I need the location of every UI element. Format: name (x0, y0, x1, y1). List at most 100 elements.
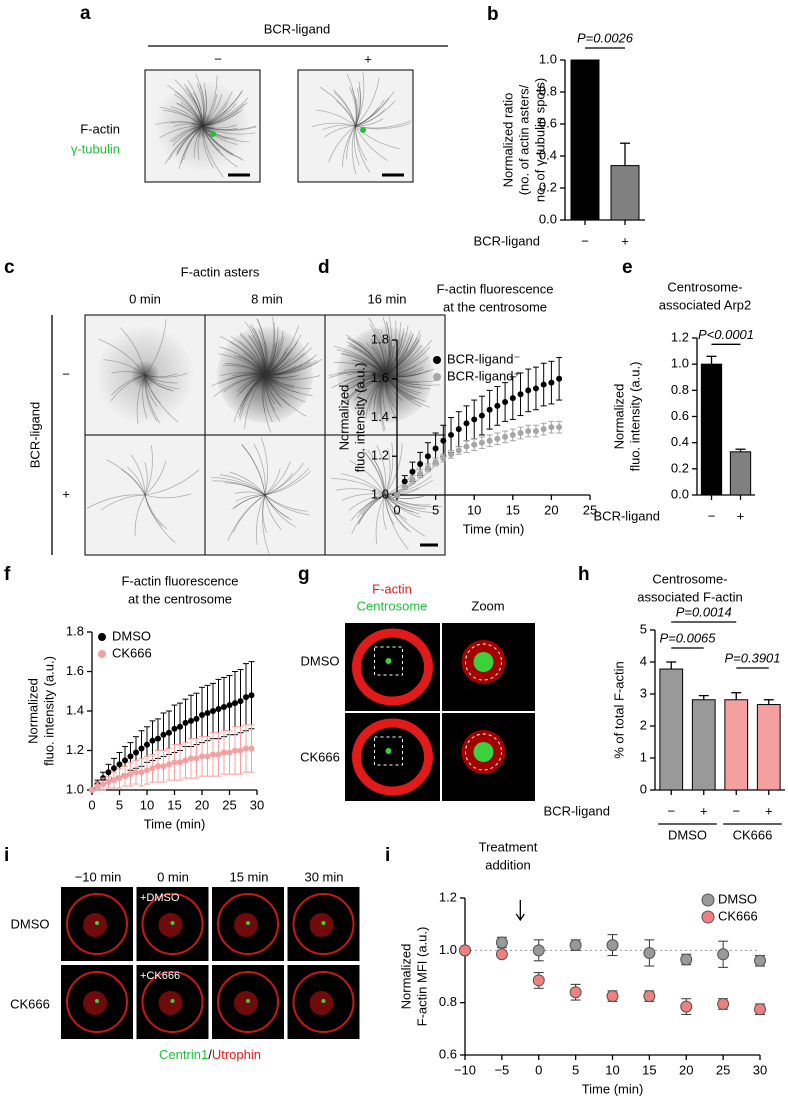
y-axis-label: Normalized ratio (500, 93, 515, 188)
filament (159, 106, 203, 127)
filament (384, 325, 409, 376)
point (495, 936, 508, 949)
filament (248, 335, 266, 376)
centrosome (321, 921, 326, 925)
filament (264, 494, 282, 530)
panel-letter: c (4, 257, 15, 278)
point (182, 757, 189, 764)
filament (199, 84, 205, 127)
legend-label: CK666 (718, 908, 758, 923)
point (221, 749, 227, 756)
filament (355, 81, 362, 127)
filament (348, 374, 386, 401)
filament (240, 374, 266, 408)
y-axis-label: fluo. intensity (a.u.) (352, 363, 367, 473)
filament (355, 125, 388, 161)
filament (180, 125, 203, 164)
filament (311, 122, 356, 128)
filament (384, 374, 440, 383)
filament (253, 328, 266, 376)
filament (353, 359, 386, 376)
filament (264, 352, 305, 376)
filament (193, 91, 203, 127)
filament (211, 374, 266, 387)
point (556, 424, 563, 431)
filament (177, 125, 203, 155)
filament (355, 118, 384, 127)
filament (264, 359, 317, 376)
filament (232, 494, 266, 534)
point (94, 783, 101, 790)
x-tick-label: 20 (195, 797, 209, 812)
point (754, 954, 766, 967)
filament (264, 336, 285, 376)
filament (341, 493, 386, 501)
group-label: DMSO (668, 827, 707, 842)
filament (262, 494, 270, 554)
legend-swatch (433, 356, 441, 364)
filament (264, 325, 299, 376)
point (116, 761, 123, 768)
filament (384, 494, 426, 537)
filament (384, 465, 435, 496)
centrosome (170, 921, 175, 925)
x-tick-label: − (581, 233, 589, 248)
point (193, 715, 200, 722)
p-value: P=0.0026 (577, 30, 634, 45)
filament (353, 125, 360, 166)
chart-title: at the centrosome (443, 299, 547, 314)
filament (185, 88, 203, 127)
legend-swatch (701, 893, 715, 907)
filament (384, 374, 430, 408)
chart-title: F-actin fluorescence (436, 281, 553, 296)
filament (264, 374, 291, 407)
filament (361, 494, 386, 515)
legend-label: BCR-ligand⁻ (447, 351, 520, 366)
filament (384, 338, 420, 376)
filament (167, 84, 203, 127)
filament (264, 364, 303, 376)
filament (264, 494, 308, 512)
filament (379, 374, 386, 409)
point (248, 692, 255, 699)
filament (202, 97, 249, 127)
filament (120, 327, 146, 376)
point (459, 944, 471, 957)
filament (346, 334, 386, 376)
filament (144, 374, 161, 404)
x-tick-label: 0 (393, 502, 400, 517)
centrosome (246, 921, 250, 925)
x-tick-label: 0 (88, 797, 95, 812)
filament (164, 125, 203, 164)
filament (239, 374, 266, 420)
filament (264, 358, 323, 376)
point (177, 723, 183, 730)
filament (233, 355, 266, 376)
x-tick-label: 10 (605, 1062, 619, 1077)
filament (369, 323, 386, 376)
filament (322, 124, 356, 131)
filament (352, 346, 386, 376)
filament (202, 102, 248, 127)
y-tick-label: 0.2 (539, 179, 557, 194)
filament (202, 109, 228, 127)
filament (367, 449, 386, 496)
x-tick-label: 10 (140, 797, 154, 812)
filament (344, 373, 386, 382)
filament (127, 466, 146, 496)
filament (376, 444, 387, 496)
filament (316, 109, 356, 127)
filament (384, 374, 440, 386)
filament (183, 83, 203, 127)
x-axis-label: Time (min) (463, 521, 525, 536)
point (166, 761, 172, 768)
filament (244, 321, 266, 376)
filament (238, 374, 266, 419)
filament (183, 125, 203, 161)
filament (264, 347, 293, 376)
filament (230, 336, 266, 376)
point (409, 468, 416, 475)
filament (380, 329, 387, 376)
filament (336, 488, 386, 496)
panel-letter: e (622, 257, 633, 278)
